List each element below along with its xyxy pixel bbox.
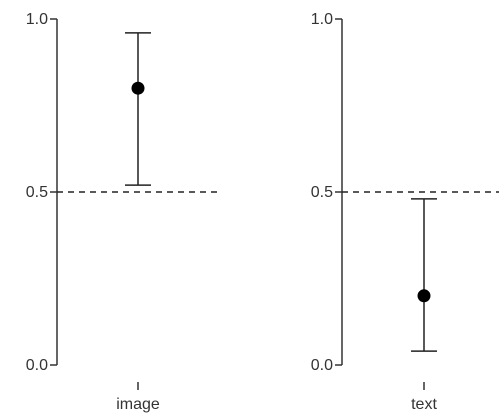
y-tick-label: 0.5 [26, 184, 48, 201]
x-tick-label: image [116, 396, 160, 413]
x-tick-label: text [411, 396, 437, 413]
data-point [131, 81, 145, 95]
y-tick-label: 1.0 [26, 11, 48, 28]
y-tick-label: 0.0 [26, 357, 48, 374]
panel-text: 0.0 0.5 1.0 text [311, 11, 499, 413]
y-tick-label: 1.0 [311, 11, 333, 28]
y-tick-label: 0.0 [311, 357, 333, 374]
data-point [417, 289, 431, 303]
y-tick-label: 0.5 [311, 184, 333, 201]
panel-image: 0.0 0.5 1.0 image [26, 11, 220, 413]
